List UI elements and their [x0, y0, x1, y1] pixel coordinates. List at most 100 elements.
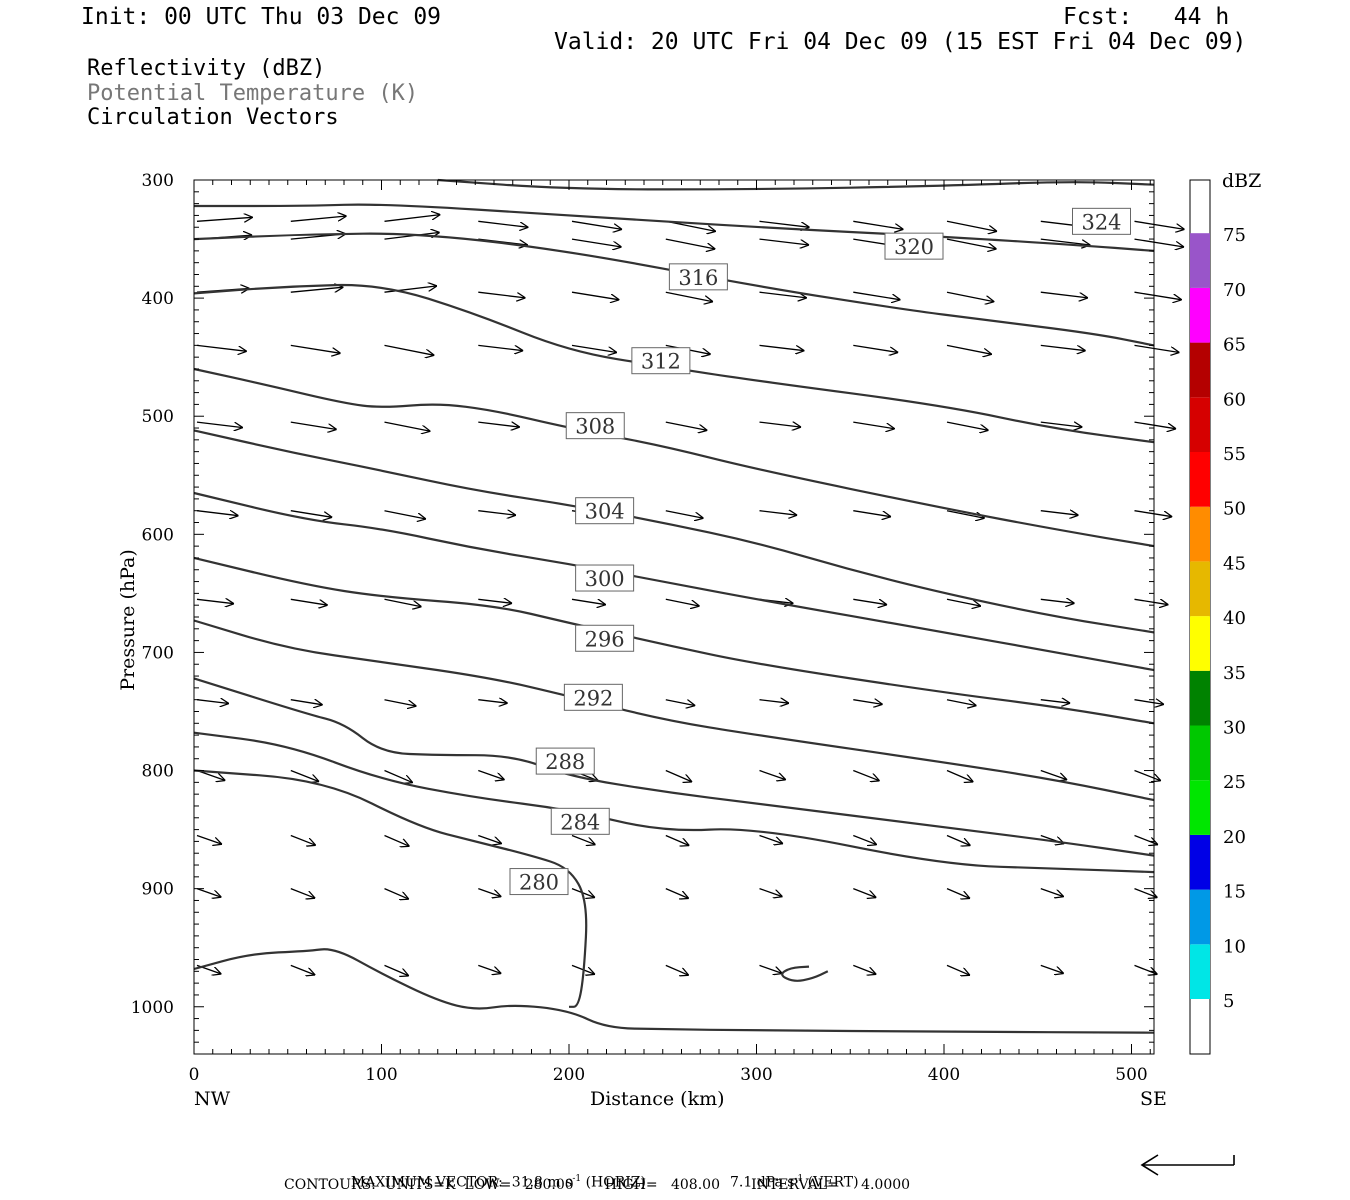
- isentrope-label-320: 320: [884, 232, 944, 260]
- circulation-vector: [853, 834, 877, 845]
- colorbar-label: 75: [1223, 225, 1246, 246]
- circulation-vector: [1040, 344, 1086, 350]
- colorbar-label: 5: [1223, 991, 1234, 1012]
- circulation-vector: [478, 700, 507, 704]
- colorbar-label: 55: [1223, 444, 1246, 465]
- circulation-vector: [571, 238, 622, 247]
- circulation-vector: [665, 238, 716, 249]
- circulation-vector: [853, 510, 891, 517]
- circulation-vector: [196, 700, 229, 704]
- isentrope-label-316: 316: [668, 263, 728, 291]
- circulation-vector: [1040, 511, 1079, 516]
- circulation-vector: [571, 344, 617, 352]
- colorbar-swatch-55: [1190, 397, 1210, 452]
- forecast-hour: Fcst: 44 h: [1063, 4, 1230, 30]
- x-tick-label: 0: [189, 1065, 200, 1085]
- circulation-vector: [1040, 599, 1075, 603]
- circulation-vector: [478, 511, 516, 516]
- circulation-vector: [946, 598, 981, 606]
- circulation-vector: [1134, 291, 1182, 300]
- colorbar-swatch-10: [1190, 889, 1210, 945]
- x-axis-title: Distance (km): [590, 1088, 725, 1110]
- colorbar-label: 45: [1223, 553, 1246, 574]
- isentrope-280: [781, 965, 829, 982]
- field-circulation-vectors: Circulation Vectors: [87, 105, 339, 130]
- y-tick-label: 700: [142, 643, 174, 663]
- isentrope-label-text: 280: [519, 871, 559, 895]
- circulation-vector: [759, 769, 786, 780]
- circulation-vector: [1134, 220, 1185, 229]
- circulation-vector: [946, 888, 970, 899]
- circulation-vector: [759, 887, 783, 897]
- circulation-vector: [946, 699, 977, 706]
- circulation-vector: [665, 510, 704, 519]
- circulation-vector: [946, 769, 973, 782]
- isentrope-label-280: 280: [509, 868, 569, 896]
- colorbar-label: 35: [1223, 663, 1246, 684]
- isentrope-label-text: 284: [560, 810, 600, 834]
- circulation-vector: [759, 834, 784, 844]
- circulation-vector: [1134, 510, 1173, 517]
- circulation-vector: [290, 510, 332, 518]
- circulation-vector: [759, 291, 807, 298]
- colorbar-swatch-65: [1190, 287, 1210, 343]
- circulation-vector: [665, 421, 708, 430]
- isentrope-304: [193, 429, 1155, 634]
- isentrope-label-304: 304: [575, 497, 635, 525]
- circulation-vector: [384, 286, 438, 293]
- isentrope-280: [193, 769, 588, 1008]
- circulation-vector: [946, 220, 997, 231]
- isentrope-label-box: [563, 683, 623, 711]
- circulation-vector: [946, 421, 989, 430]
- circulation-vector: [759, 700, 790, 704]
- circulation-vector: [1040, 964, 1064, 973]
- isentrope-label-box: [884, 232, 944, 260]
- circulation-vector: [290, 287, 344, 293]
- valid-time: Valid: 20 UTC Fri 04 Dec 09 (15 EST Fri …: [554, 29, 1247, 55]
- y-tick-label: 600: [142, 525, 174, 545]
- circulation-vector: [478, 599, 512, 603]
- x-tick-label: 400: [928, 1065, 960, 1085]
- circulation-vector: [1134, 769, 1161, 781]
- isentrope-label-box: [565, 412, 625, 440]
- circulation-vector: [759, 344, 805, 350]
- circulation-vector: [571, 887, 595, 898]
- isentrope-label-284: 284: [550, 807, 610, 835]
- colorbar-swatch-30: [1190, 670, 1210, 726]
- circulation-vector: [1040, 421, 1083, 427]
- circulation-vector: [853, 598, 887, 604]
- y-tick-label: 300: [142, 171, 174, 191]
- isentrope-label-box: [509, 868, 569, 896]
- circulation-vector: [571, 291, 619, 300]
- isentrope-label-text: 324: [1081, 210, 1121, 234]
- colorbar-swatch-5: [1190, 944, 1210, 999]
- y-tick-label: 500: [142, 407, 174, 427]
- max-vector-vertical: 7.1 dPa s: [730, 1174, 795, 1191]
- circulation-vector: [946, 238, 997, 249]
- isentrope-label-288: 288: [535, 747, 595, 775]
- circulation-vector: [196, 599, 234, 603]
- circulation-vector: [759, 238, 810, 245]
- circulation-vector: [946, 344, 992, 354]
- x-end-label-se: SE: [1140, 1088, 1167, 1110]
- circulation-vector: [196, 887, 221, 898]
- y-tick-label: 800: [142, 762, 174, 782]
- circulation-vector: [1134, 598, 1169, 604]
- max-vector-vertical-tag: (VERT): [807, 1174, 859, 1191]
- circulation-vector: [478, 220, 528, 227]
- circulation-vector: [1040, 238, 1091, 245]
- isentrope-316: [193, 232, 1155, 347]
- circulation-vector: [384, 834, 410, 847]
- circulation-vector: [478, 964, 501, 973]
- colorbar-swatch-60: [1190, 342, 1210, 398]
- isentrope-label-box: [535, 747, 595, 775]
- max-vector-vertical-exponent: -1: [794, 1174, 804, 1184]
- colorbar-label: 40: [1223, 608, 1246, 629]
- circulation-vector: [290, 834, 316, 846]
- circulation-vector: [290, 964, 315, 975]
- field-reflectivity: Reflectivity (dBZ): [87, 56, 326, 81]
- circulation-vector: [1040, 291, 1088, 298]
- circulation-vector: [665, 834, 690, 846]
- field-potential-temperature: Potential Temperature (K): [87, 81, 419, 106]
- isentrope-label-text: 308: [575, 415, 615, 439]
